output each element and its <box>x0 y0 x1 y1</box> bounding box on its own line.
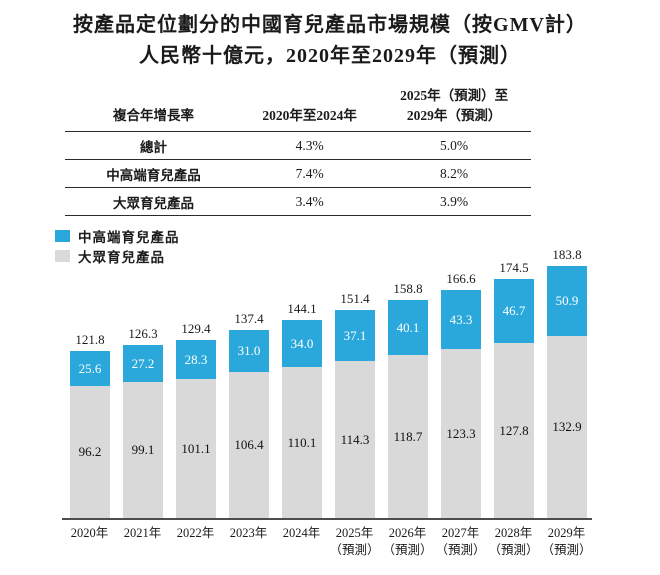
x-axis-label: 2029年 （預測） <box>541 526 592 557</box>
x-axis-label-forecast-note: （預測） <box>435 543 486 557</box>
x-axis-label: 2028年 （預測） <box>488 526 539 557</box>
bar-segment-mass: 106.4 <box>229 372 269 518</box>
bar-column: 183.8 50.9 132.9 <box>547 247 587 518</box>
x-axis-labels: 2020年 2021年 2022年 2023年 2024年 2025年 （預測） 2026年（… <box>0 525 660 559</box>
x-axis-label-forecast-note: （預測） <box>541 543 592 557</box>
bar-segment-premium: 46.7 <box>494 279 534 343</box>
bar-total-label: 151.4 <box>340 291 370 306</box>
bar-segment-mass: 132.9 <box>547 336 587 518</box>
bar-segment-premium: 40.1 <box>388 300 428 355</box>
legend-label-premium: 中高端育兒產品 <box>78 230 180 245</box>
chart-title: 按產品定位劃分的中國育兒產品市場規模（按GMV計） 人民幣十億元，2020年至2… <box>0 10 660 72</box>
x-axis-label: 2027年 （預測） <box>435 526 486 557</box>
bar-column: 126.3 27.2 99.1 <box>123 326 163 518</box>
cagr-header-period-2025-2029-line2: 2029年（預測） <box>406 107 502 123</box>
legend-swatch-mass-icon <box>55 250 70 262</box>
bar-column: 174.5 46.7 127.8 <box>494 260 534 518</box>
x-axis-label: 2026年 （預測） <box>382 526 433 557</box>
bar-total-label: 129.4 <box>181 321 211 336</box>
bar-segment-premium: 50.9 <box>547 266 587 336</box>
cagr-row-mass-period1: 3.4% <box>242 187 378 217</box>
bar-segment-mass: 114.3 <box>335 361 375 518</box>
bar-segment-mass: 123.3 <box>441 349 481 518</box>
x-axis-label-forecast-note: （預測） <box>488 543 539 557</box>
cagr-table: 複合年增長率 2020年至2024年 2025年（預測）至 2029年（預測） … <box>65 86 531 217</box>
bar-segment-premium: 31.0 <box>229 330 269 372</box>
x-axis-line <box>62 518 592 520</box>
cagr-row-premium-label: 中高端育兒產品 <box>65 159 243 189</box>
bar-column: 129.4 28.3 101.1 <box>176 321 216 518</box>
x-axis-label: 2022年 <box>176 526 215 540</box>
bar-total-label: 166.6 <box>446 271 476 286</box>
legend-item-mass: 大眾育兒產品 <box>55 246 180 266</box>
chart-title-line1: 按產品定位劃分的中國育兒產品市場規模（按GMV計） <box>73 14 587 36</box>
cagr-row-total-period2: 5.0% <box>377 131 531 161</box>
bar-total-label: 183.8 <box>552 247 582 262</box>
cagr-row-total-label: 總計 <box>65 131 243 161</box>
bar-column: 151.4 37.1 114.3 <box>335 291 375 518</box>
bar-segment-mass: 127.8 <box>494 343 534 518</box>
cagr-header-period-2020-2024: 2020年至2024年 <box>242 86 378 133</box>
bar-column: 158.8 40.1 118.7 <box>388 281 428 518</box>
bar-total-label: 121.8 <box>75 332 105 347</box>
bar-segment-mass: 118.7 <box>388 355 428 518</box>
bar-segment-premium: 28.3 <box>176 340 216 379</box>
bar-column: 121.8 25.6 96.2 <box>70 332 110 518</box>
cagr-row-premium-period2: 8.2% <box>377 159 531 189</box>
cagr-row-premium: 中高端育兒產品 7.4% 8.2% <box>65 159 531 189</box>
cagr-header-period-2025-2029: 2025年（預測）至 2029年（預測） <box>377 86 531 133</box>
bar-segment-mass: 101.1 <box>176 379 216 518</box>
bar-total-label: 174.5 <box>499 260 529 275</box>
bar-segment-mass: 110.1 <box>282 367 322 518</box>
bar-segment-mass: 99.1 <box>123 382 163 518</box>
bar-segment-premium: 43.3 <box>441 290 481 349</box>
cagr-row-mass: 大眾育兒產品 3.4% 3.9% <box>65 187 531 217</box>
x-axis-label: 2021年 <box>123 526 162 540</box>
cagr-row-premium-period1: 7.4% <box>242 159 378 189</box>
bar-total-label: 158.8 <box>393 281 423 296</box>
legend-swatch-premium-icon <box>55 230 70 242</box>
cagr-table-header-row: 複合年增長率 2020年至2024年 2025年（預測）至 2029年（預測） <box>65 86 531 133</box>
legend-label-mass: 大眾育兒產品 <box>78 250 165 265</box>
x-axis-label: 2020年 <box>70 526 109 540</box>
x-axis-label-forecast-note: （預測） <box>382 543 433 557</box>
bar-total-label: 144.1 <box>287 301 317 316</box>
x-axis-label: 2024年 <box>282 526 321 540</box>
x-axis-label: 2023年 <box>229 526 268 540</box>
legend-item-premium: 中高端育兒產品 <box>55 226 180 246</box>
cagr-row-mass-label: 大眾育兒產品 <box>65 187 243 217</box>
cagr-row-mass-period2: 3.9% <box>377 187 531 217</box>
bar-column: 166.6 43.3 123.3 <box>441 271 481 518</box>
stacked-bar-chart: 121.8 25.6 96.2 126.3 27.2 99.1 129.4 28.3 101.1… <box>0 244 660 559</box>
bar-total-label: 137.4 <box>234 311 264 326</box>
x-axis-label-forecast-note: （預測） <box>329 543 380 557</box>
bar-segment-premium: 27.2 <box>123 345 163 382</box>
bar-segment-premium: 34.0 <box>282 320 322 367</box>
bar-segment-premium: 37.1 <box>335 310 375 361</box>
bar-segment-premium: 25.6 <box>70 351 110 386</box>
bar-column: 144.1 34.0 110.1 <box>282 301 322 518</box>
bar-column: 137.4 31.0 106.4 <box>229 311 269 518</box>
bar-segment-mass: 96.2 <box>70 386 110 518</box>
chart-title-line2: 人民幣十億元，2020年至2029年（預測） <box>139 45 521 67</box>
bar-area: 121.8 25.6 96.2 126.3 27.2 99.1 129.4 28.3 101.1… <box>0 244 660 518</box>
cagr-header-period-2025-2029-line1: 2025年（預測）至 <box>400 88 509 103</box>
cagr-row-total: 總計 4.3% 5.0% <box>65 131 531 161</box>
x-axis-label: 2025年 （預測） <box>329 526 380 557</box>
cagr-row-total-period1: 4.3% <box>242 131 378 161</box>
chart-legend: 中高端育兒產品 大眾育兒產品 <box>55 226 180 266</box>
bar-total-label: 126.3 <box>128 326 158 341</box>
cagr-header-metric: 複合年增長率 <box>65 86 243 133</box>
